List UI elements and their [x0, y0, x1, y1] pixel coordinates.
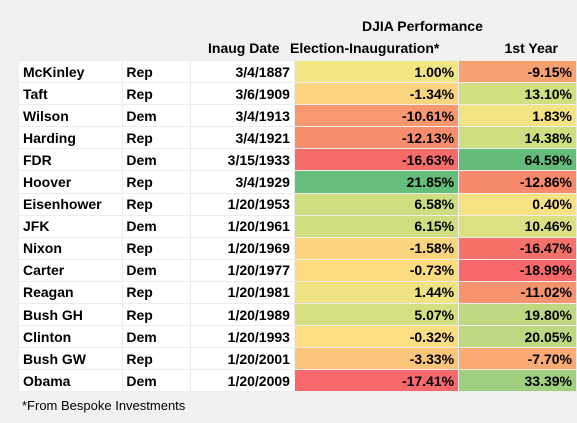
inaug-date-cell: 3/6/1909	[190, 82, 295, 106]
president-name-cell: Wilson	[17, 104, 124, 128]
first-year-cell: 13.10%	[458, 82, 577, 106]
first-year-cell: -7.70%	[458, 347, 577, 371]
first-year-cell: -9.15%	[458, 59, 577, 84]
party-cell: Rep	[122, 126, 192, 150]
inaug-date-cell: 3/4/1921	[190, 126, 295, 150]
table-row: JFK Dem 1/20/1961 6.15% 10.46%	[17, 214, 577, 238]
election-inauguration-cell: 5.07%	[293, 303, 460, 327]
party-cell: Dem	[122, 104, 192, 128]
column-header-inaug-date: Inaug Date	[208, 40, 280, 56]
president-name-cell: Reagan	[17, 280, 124, 305]
party-cell: Dem	[122, 258, 192, 282]
inaug-date-cell: 3/4/1929	[190, 170, 295, 194]
column-header-election-inauguration: Election-Inauguration*	[290, 40, 440, 56]
table-row: FDR Dem 3/15/1933 -16.63% 64.59%	[17, 148, 577, 172]
table-row: Wilson Dem 3/4/1913 -10.61% 1.83%	[17, 104, 577, 128]
first-year-cell: 14.38%	[458, 126, 577, 150]
first-year-cell: -18.99%	[458, 258, 577, 282]
president-name-cell: JFK	[17, 214, 124, 238]
column-header-first-year: 1st Year	[504, 40, 558, 56]
party-cell: Dem	[122, 325, 192, 349]
election-inauguration-cell: -0.73%	[293, 258, 460, 282]
first-year-cell: 19.80%	[458, 303, 577, 327]
inaug-date-cell: 3/4/1913	[190, 104, 295, 128]
election-inauguration-cell: 1.00%	[293, 59, 460, 84]
election-inauguration-cell: -1.58%	[293, 236, 460, 260]
president-name-cell: Bush GH	[17, 303, 124, 327]
table-row: Taft Rep 3/6/1909 -1.34% 13.10%	[17, 82, 577, 106]
inaug-date-cell: 1/20/1953	[190, 192, 295, 216]
party-cell: Rep	[122, 303, 192, 327]
inaug-date-cell: 3/4/1887	[190, 59, 295, 84]
inaug-date-cell: 1/20/1981	[190, 280, 295, 305]
election-inauguration-cell: -17.41%	[293, 369, 460, 393]
first-year-cell: 20.05%	[458, 325, 577, 349]
inaug-date-cell: 3/15/1933	[190, 148, 295, 172]
party-cell: Dem	[122, 148, 192, 172]
party-cell: Dem	[122, 369, 192, 393]
election-inauguration-cell: -10.61%	[293, 104, 460, 128]
table-row: Eisenhower Rep 1/20/1953 6.58% 0.40%	[17, 192, 577, 216]
president-name-cell: Hoover	[17, 170, 124, 194]
inaug-date-cell: 1/20/2009	[190, 369, 295, 393]
election-inauguration-cell: 1.44%	[293, 280, 460, 305]
table-row: Clinton Dem 1/20/1993 -0.32% 20.05%	[17, 325, 577, 349]
table-body: McKinley Rep 3/4/1887 1.00% -9.15% Taft Rep 3/6…	[17, 59, 577, 393]
inaug-date-cell: 1/20/1969	[190, 236, 295, 260]
first-year-cell: -16.47%	[458, 236, 577, 260]
first-year-cell: 64.59%	[458, 148, 577, 172]
president-name-cell: Taft	[17, 82, 124, 106]
party-cell: Rep	[122, 236, 192, 260]
table-row: Obama Dem 1/20/2009 -17.41% 33.39%	[17, 369, 577, 393]
president-name-cell: Bush GW	[17, 347, 124, 371]
table-row: McKinley Rep 3/4/1887 1.00% -9.15%	[17, 59, 577, 84]
election-inauguration-cell: 21.85%	[293, 170, 460, 194]
first-year-cell: 1.83%	[458, 104, 577, 128]
party-cell: Rep	[122, 59, 192, 84]
election-inauguration-cell: -1.34%	[293, 82, 460, 106]
election-inauguration-cell: 6.15%	[293, 214, 460, 238]
election-inauguration-cell: 6.58%	[293, 192, 460, 216]
president-name-cell: Harding	[17, 126, 124, 150]
election-inauguration-cell: -0.32%	[293, 325, 460, 349]
inaug-date-cell: 1/20/1977	[190, 258, 295, 282]
president-name-cell: Eisenhower	[17, 192, 124, 216]
table-row: Harding Rep 3/4/1921 -12.13% 14.38%	[17, 126, 577, 150]
president-name-cell: Nixon	[17, 236, 124, 260]
election-inauguration-cell: -12.13%	[293, 126, 460, 150]
table-row: Bush GH Rep 1/20/1989 5.07% 19.80%	[17, 303, 577, 327]
inaug-date-cell: 1/20/2001	[190, 347, 295, 371]
first-year-cell: 10.46%	[458, 214, 577, 238]
footnote: *From Bespoke Investments	[22, 398, 186, 413]
inaug-date-cell: 1/20/1993	[190, 325, 295, 349]
election-inauguration-cell: -3.33%	[293, 347, 460, 371]
table-row: Hoover Rep 3/4/1929 21.85% -12.86%	[17, 170, 577, 194]
performance-title: DJIA Performance	[362, 18, 483, 34]
president-name-cell: Carter	[17, 258, 124, 282]
djia-performance-table: McKinley Rep 3/4/1887 1.00% -9.15% Taft Rep 3/6…	[17, 59, 577, 393]
party-cell: Rep	[122, 280, 192, 305]
table-row: Bush GW Rep 1/20/2001 -3.33% -7.70%	[17, 347, 577, 371]
president-name-cell: FDR	[17, 148, 124, 172]
party-cell: Rep	[122, 347, 192, 371]
inaug-date-cell: 1/20/1961	[190, 214, 295, 238]
president-name-cell: Obama	[17, 369, 124, 393]
first-year-cell: -11.02%	[458, 280, 577, 305]
party-cell: Rep	[122, 192, 192, 216]
election-inauguration-cell: -16.63%	[293, 148, 460, 172]
first-year-cell: 33.39%	[458, 369, 577, 393]
president-name-cell: Clinton	[17, 325, 124, 349]
table-row: Nixon Rep 1/20/1969 -1.58% -16.47%	[17, 236, 577, 260]
party-cell: Rep	[122, 170, 192, 194]
inaug-date-cell: 1/20/1989	[190, 303, 295, 327]
first-year-cell: -12.86%	[458, 170, 577, 194]
table-row: Carter Dem 1/20/1977 -0.73% -18.99%	[17, 258, 577, 282]
table-row: Reagan Rep 1/20/1981 1.44% -11.02%	[17, 280, 577, 305]
president-name-cell: McKinley	[17, 59, 124, 84]
party-cell: Rep	[122, 82, 192, 106]
party-cell: Dem	[122, 214, 192, 238]
first-year-cell: 0.40%	[458, 192, 577, 216]
